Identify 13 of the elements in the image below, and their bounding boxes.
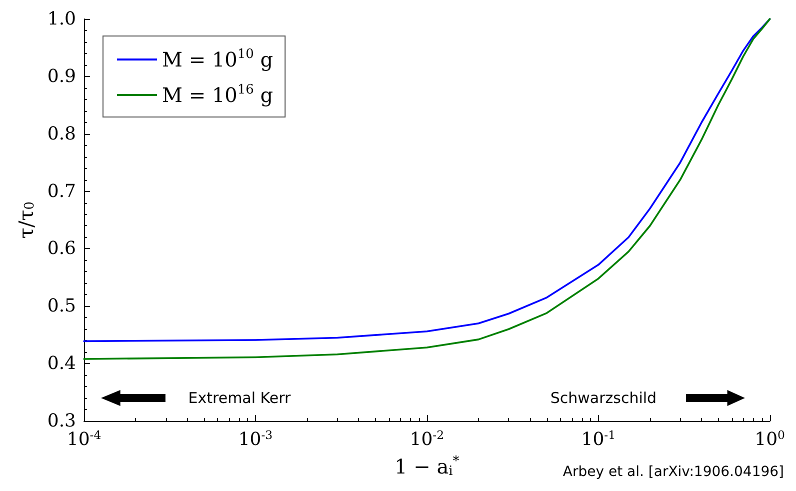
y-axis-title: τ/τ0 — [14, 201, 38, 239]
y-tick-label: 0.7 — [47, 180, 76, 202]
annotation: Schwarzschild — [550, 389, 657, 408]
y-tick-label: 0.5 — [47, 296, 76, 317]
y-tick-label: 0.9 — [47, 66, 76, 87]
text: Arbey et al. [arXiv:1906.04196] — [562, 464, 784, 480]
y-tick-label: 1.0 — [47, 8, 76, 30]
y-tick-label: 0.3 — [47, 410, 76, 432]
annotation: Extremal Kerr — [188, 389, 292, 408]
y-tick-label: 0.4 — [47, 353, 76, 374]
y-tick-label: 0.6 — [47, 238, 76, 260]
y-tick-label: 0.8 — [47, 123, 76, 144]
x-axis-title: 1 − ai* — [394, 454, 460, 479]
